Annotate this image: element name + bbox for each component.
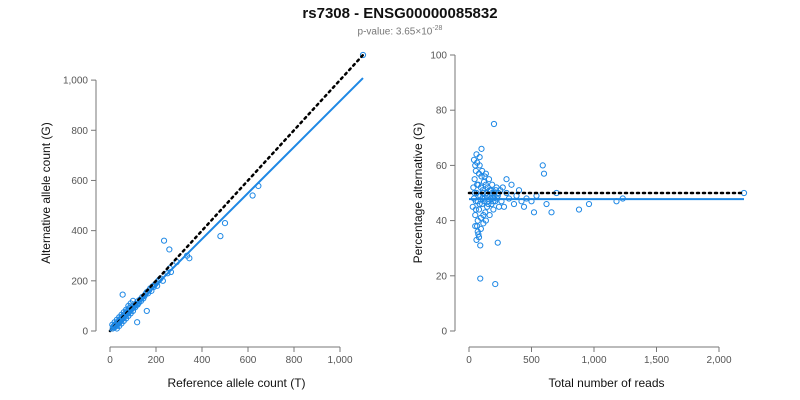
pvalue-mantissa: 3.65×10: [395, 26, 433, 38]
data-point: [548, 209, 555, 216]
data-point: [479, 167, 486, 175]
data-point: [480, 211, 487, 219]
x-tick-label: 200: [148, 355, 165, 366]
data-point: [490, 206, 497, 213]
data-point: [478, 145, 485, 152]
y-tick-label: 40: [436, 216, 448, 227]
data-point: [539, 162, 546, 169]
data-point: [495, 203, 503, 210]
data-point: [359, 51, 367, 59]
y-tick-label: 20: [436, 271, 448, 282]
scatter-panel-left: 0 200 400 600 800 1,000 0 200 400 600 800 1,000 Refe…: [39, 51, 367, 390]
data-point: [477, 275, 484, 282]
data-point: [477, 242, 484, 249]
data-point: [575, 206, 583, 213]
data-point: [485, 176, 493, 183]
data-point: [485, 200, 492, 208]
fit-line: [109, 77, 364, 332]
chart-subtitle: p-value: 3.65×10-28: [0, 25, 800, 37]
y-axis-title: Percentage alternative (G): [411, 123, 425, 264]
data-point: [486, 211, 493, 219]
x-tick-label: 1,000: [581, 355, 606, 366]
data-point: [166, 246, 173, 253]
data-point: [503, 176, 510, 183]
y-tick-label: 100: [430, 51, 447, 62]
x-tick-label: 0: [466, 355, 472, 366]
y-tick-label: 400: [71, 226, 88, 237]
data-point: [477, 225, 484, 232]
data-point: [471, 176, 478, 183]
data-point: [489, 181, 496, 188]
data-point: [475, 231, 482, 238]
data-point: [520, 203, 528, 210]
x-tick-label: 500: [523, 355, 540, 366]
x-tick-label: 800: [286, 355, 303, 366]
chart-title: rs7308 - ENSG00000085832: [302, 5, 498, 22]
data-point: [585, 200, 593, 208]
data-point: [510, 200, 518, 208]
pvalue-prefix: p-value:: [357, 26, 396, 38]
y-tick-label: 600: [71, 176, 88, 187]
y-tick-label: 60: [436, 161, 448, 172]
data-point: [492, 280, 499, 288]
data-point: [164, 270, 171, 277]
data-point: [482, 217, 489, 224]
data-point: [160, 237, 168, 244]
data-point: [134, 319, 141, 326]
pvalue-exponent: -28: [432, 25, 443, 32]
data-point: [129, 297, 137, 304]
data-point: [477, 184, 484, 191]
x-tick-label: 400: [194, 355, 211, 366]
data-point: [499, 184, 506, 191]
data-point: [143, 307, 150, 315]
y-tick-label: 0: [441, 327, 447, 338]
x-axis-title: Total number of reads: [548, 376, 664, 390]
x-tick-label: 2,000: [706, 355, 731, 366]
y-tick-label: 0: [82, 327, 88, 338]
data-point: [494, 239, 501, 246]
data-point: [530, 209, 538, 216]
data-point: [508, 181, 515, 188]
y-axis-title: Alternative allele count (G): [39, 122, 53, 263]
data-point: [186, 255, 193, 262]
data-point: [249, 192, 256, 199]
data-point: [500, 203, 508, 210]
data-point: [474, 217, 481, 224]
data-point: [476, 200, 483, 208]
x-tick-label: 600: [240, 355, 257, 366]
data-point: [490, 120, 498, 128]
data-point: [217, 233, 224, 240]
data-point: [543, 200, 550, 208]
data-point: [481, 173, 488, 180]
y-tick-label: 200: [71, 276, 88, 287]
y-tick-label: 1,000: [63, 76, 88, 87]
reference-line: [108, 53, 365, 333]
x-tick-label: 1,500: [644, 355, 669, 366]
x-axis-title: Reference allele count (T): [167, 376, 305, 390]
data-point: [476, 154, 483, 161]
data-point: [472, 211, 479, 219]
data-point: [472, 206, 479, 213]
y-tick-label: 800: [71, 126, 88, 137]
data-point: [119, 291, 126, 298]
data-point: [474, 159, 481, 166]
x-tick-label: 0: [107, 355, 113, 366]
data-point: [221, 220, 229, 227]
y-tick-label: 80: [436, 106, 448, 117]
data-point: [482, 181, 489, 188]
scatter-panel-right: 0 500 1,000 1,500 2,000 0 20 40 60 80 100 Total num…: [411, 51, 748, 390]
data-point: [473, 236, 480, 244]
data-point: [540, 170, 548, 177]
x-tick-label: 1,000: [327, 355, 352, 366]
data-point: [472, 223, 479, 230]
